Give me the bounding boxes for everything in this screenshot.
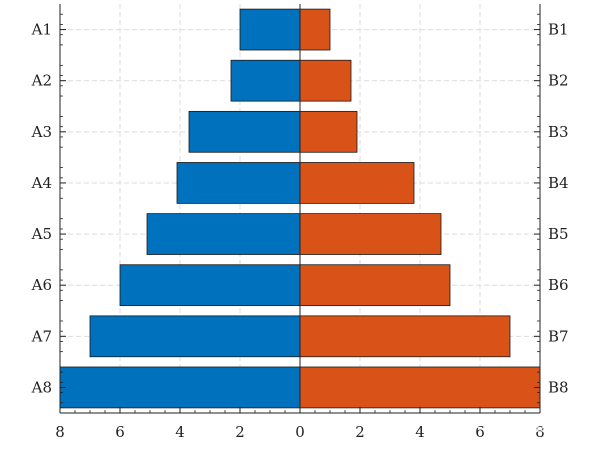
x-tick-label: 6 <box>115 423 125 441</box>
category-label-left: A8 <box>31 378 52 396</box>
category-label-right: B4 <box>548 174 569 192</box>
labels: A1 B1 A2 B2 A3 B3 A4 B4 A5 B5 A6 B6 A7 B7 A8 B8 8 6 4 2 0 2 4 6… <box>31 21 569 441</box>
bar-right-B8 <box>299 366 541 409</box>
category-label-left: A1 <box>31 21 52 39</box>
category-label-left: A3 <box>31 123 52 141</box>
x-tick-label: 8 <box>535 423 545 441</box>
x-tick-label: 2 <box>355 423 365 441</box>
category-label-right: B3 <box>548 123 569 141</box>
category-label-right: B5 <box>548 225 569 243</box>
bar-left-A2 <box>230 59 301 102</box>
x-tick-label: 6 <box>475 423 485 441</box>
bars <box>59 8 541 409</box>
category-label-left: A6 <box>31 276 52 294</box>
bar-left-A6 <box>119 264 301 307</box>
x-tick-label: 0 <box>295 423 305 441</box>
watermark-text: 知乎 @slandarer <box>450 418 571 436</box>
category-label-right: B1 <box>548 21 569 39</box>
category-label-left: A4 <box>31 174 52 192</box>
bar-left-A5 <box>146 213 301 255</box>
bar-left-A4 <box>176 162 301 204</box>
bar-right-B5 <box>299 213 442 255</box>
category-label-left: A7 <box>31 327 52 345</box>
category-label-right: B6 <box>548 276 569 294</box>
x-tick-label: 4 <box>415 423 425 441</box>
bar-right-B6 <box>299 264 451 307</box>
axes <box>59 4 541 414</box>
bar-right-B1 <box>299 8 331 51</box>
bar-right-B4 <box>299 162 415 204</box>
bar-left-A1 <box>239 8 301 51</box>
bar-right-B3 <box>299 110 358 153</box>
x-tick-label: 4 <box>175 423 185 441</box>
category-label-left: A5 <box>31 225 52 243</box>
bar-left-A3 <box>188 110 301 153</box>
bar-left-A8 <box>59 366 301 409</box>
category-label-right: B7 <box>548 327 569 345</box>
bar-right-B2 <box>299 59 352 102</box>
x-tick-label: 8 <box>55 423 65 441</box>
category-label-right: B2 <box>548 72 569 90</box>
bar-left-A7 <box>89 315 301 358</box>
category-label-left: A2 <box>31 72 52 90</box>
bar-right-B7 <box>299 315 511 358</box>
category-label-right: B8 <box>548 378 569 396</box>
x-tick-label: 2 <box>235 423 245 441</box>
